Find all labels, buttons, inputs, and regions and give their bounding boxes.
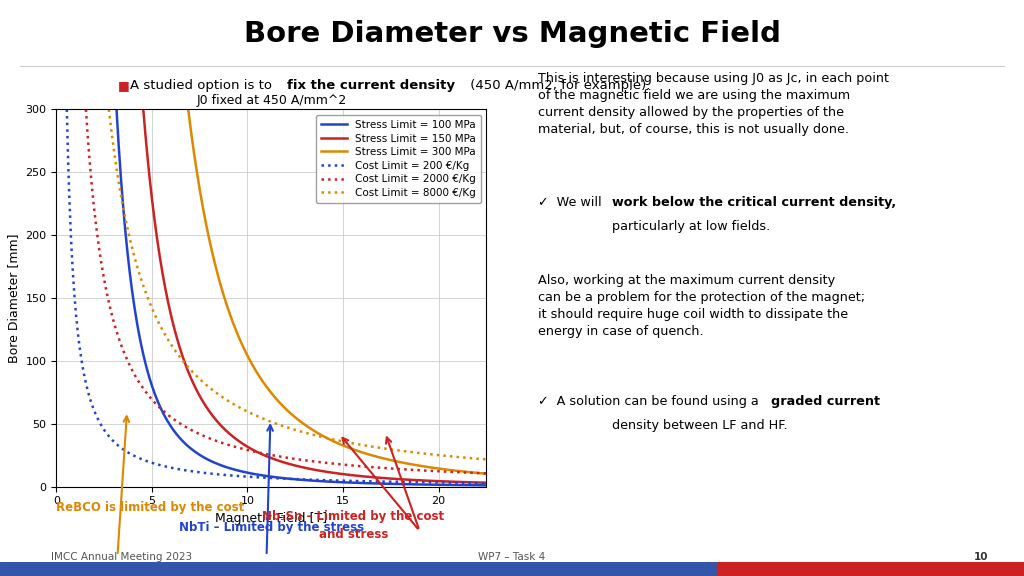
Stress Limit = 100 MPa — [471, 482, 483, 488]
Text: fix the current density: fix the current density — [287, 79, 455, 93]
Text: Also, working at the maximum current density
can be a problem for the protection: Also, working at the maximum current den… — [538, 274, 864, 338]
Title: J0 fixed at 450 A/mm^2: J0 fixed at 450 A/mm^2 — [197, 94, 346, 107]
Cost Limit = 200 €/Kg — [262, 475, 274, 482]
Text: This is interesting because using J0 as Jc, in each point
of the magnetic field : This is interesting because using J0 as … — [538, 72, 889, 136]
Cost Limit = 2000 €/Kg — [272, 453, 285, 460]
Cost Limit = 200 €/Kg — [60, 106, 73, 113]
Stress Limit = 300 MPa — [426, 464, 438, 471]
Stress Limit = 150 MPa — [323, 469, 335, 476]
Stress Limit = 150 MPa — [480, 479, 493, 486]
Cost Limit = 2000 €/Kg — [471, 469, 483, 476]
Stress Limit = 300 MPa — [343, 445, 355, 452]
Line: Cost Limit = 200 €/Kg: Cost Limit = 200 €/Kg — [67, 109, 486, 483]
Stress Limit = 100 MPa — [310, 478, 323, 484]
Stress Limit = 100 MPa — [414, 481, 426, 488]
Text: IMCC Annual Meeting 2023: IMCC Annual Meeting 2023 — [51, 552, 193, 562]
Stress Limit = 100 MPa — [111, 106, 123, 113]
Text: ✓  A solution can be found using a: ✓ A solution can be found using a — [538, 395, 762, 408]
Line: Cost Limit = 2000 €/Kg: Cost Limit = 2000 €/Kg — [86, 109, 486, 473]
Text: WP7 – Task 4: WP7 – Task 4 — [478, 552, 546, 562]
Cost Limit = 8000 €/Kg — [307, 431, 319, 438]
Cost Limit = 200 €/Kg — [470, 479, 482, 486]
Stress Limit = 150 MPa — [300, 465, 312, 472]
Text: work below the critical current density,: work below the critical current density, — [612, 196, 896, 209]
Text: NbTi – Limited by the stress: NbTi – Limited by the stress — [179, 521, 365, 535]
Stress Limit = 300 MPa — [326, 437, 338, 444]
Line: Stress Limit = 100 MPa: Stress Limit = 100 MPa — [117, 109, 486, 486]
Cost Limit = 2000 €/Kg — [318, 459, 331, 466]
Legend: Stress Limit = 100 MPa, Stress Limit = 150 MPa, Stress Limit = 300 MPa, Cost Lim: Stress Limit = 100 MPa, Stress Limit = 1… — [315, 115, 481, 203]
Text: and stress: and stress — [318, 528, 388, 541]
Cost Limit = 8000 €/Kg — [471, 455, 483, 462]
Text: (450 A/mm2, for example).: (450 A/mm2, for example). — [466, 79, 650, 93]
Cost Limit = 200 €/Kg — [310, 476, 323, 483]
Cost Limit = 8000 €/Kg — [413, 449, 425, 456]
Cost Limit = 200 €/Kg — [260, 474, 272, 481]
Stress Limit = 150 MPa — [341, 471, 353, 478]
Stress Limit = 150 MPa — [472, 479, 484, 486]
Text: ReBCO is limited by the cost: ReBCO is limited by the cost — [56, 501, 245, 514]
Text: graded current: graded current — [771, 395, 880, 408]
Cost Limit = 8000 €/Kg — [285, 425, 297, 432]
Cost Limit = 2000 €/Kg — [408, 467, 420, 473]
Cost Limit = 2000 €/Kg — [80, 106, 92, 113]
Cost Limit = 8000 €/Kg — [102, 106, 115, 113]
Cost Limit = 200 €/Kg — [404, 479, 417, 486]
Stress Limit = 300 MPa — [480, 470, 493, 477]
Cost Limit = 2000 €/Kg — [270, 453, 283, 460]
Text: A studied option is to: A studied option is to — [130, 79, 276, 93]
Stress Limit = 300 MPa — [359, 450, 372, 457]
Stress Limit = 100 MPa — [331, 479, 343, 486]
Line: Stress Limit = 300 MPa: Stress Limit = 300 MPa — [188, 109, 486, 473]
Line: Cost Limit = 8000 €/Kg: Cost Limit = 8000 €/Kg — [109, 109, 486, 460]
Text: density between LF and HF.: density between LF and HF. — [612, 419, 788, 432]
Cost Limit = 2000 €/Kg — [297, 457, 309, 464]
Text: ■: ■ — [118, 79, 129, 93]
Stress Limit = 300 MPa — [324, 436, 336, 443]
Stress Limit = 150 MPa — [137, 106, 150, 113]
Stress Limit = 150 MPa — [302, 465, 314, 472]
Text: Nb₃Sn – Limited by the cost: Nb₃Sn – Limited by the cost — [262, 510, 444, 523]
Bar — [717, 562, 1024, 576]
Cost Limit = 200 €/Kg — [480, 480, 493, 487]
Cost Limit = 8000 €/Kg — [328, 436, 340, 443]
Stress Limit = 300 MPa — [473, 469, 485, 476]
X-axis label: Magnetic Field [T]: Magnetic Field [T] — [215, 512, 328, 525]
Text: ✓  We will: ✓ We will — [538, 196, 605, 209]
Bar — [0, 562, 717, 576]
Stress Limit = 300 MPa — [182, 106, 195, 113]
Stress Limit = 100 MPa — [286, 476, 298, 483]
Cost Limit = 8000 €/Kg — [480, 456, 493, 463]
Stress Limit = 150 MPa — [419, 477, 431, 484]
Stress Limit = 100 MPa — [480, 482, 493, 489]
Cost Limit = 200 €/Kg — [288, 476, 300, 483]
Text: Bore Diameter vs Magnetic Field: Bore Diameter vs Magnetic Field — [244, 20, 780, 48]
Text: particularly at low fields.: particularly at low fields. — [612, 220, 771, 233]
Line: Stress Limit = 150 MPa: Stress Limit = 150 MPa — [143, 109, 486, 483]
Stress Limit = 100 MPa — [289, 476, 301, 483]
Text: 10: 10 — [974, 552, 988, 562]
Cost Limit = 2000 €/Kg — [480, 470, 493, 477]
Y-axis label: Bore Diameter [mm]: Bore Diameter [mm] — [7, 233, 19, 363]
Cost Limit = 8000 €/Kg — [282, 425, 294, 431]
